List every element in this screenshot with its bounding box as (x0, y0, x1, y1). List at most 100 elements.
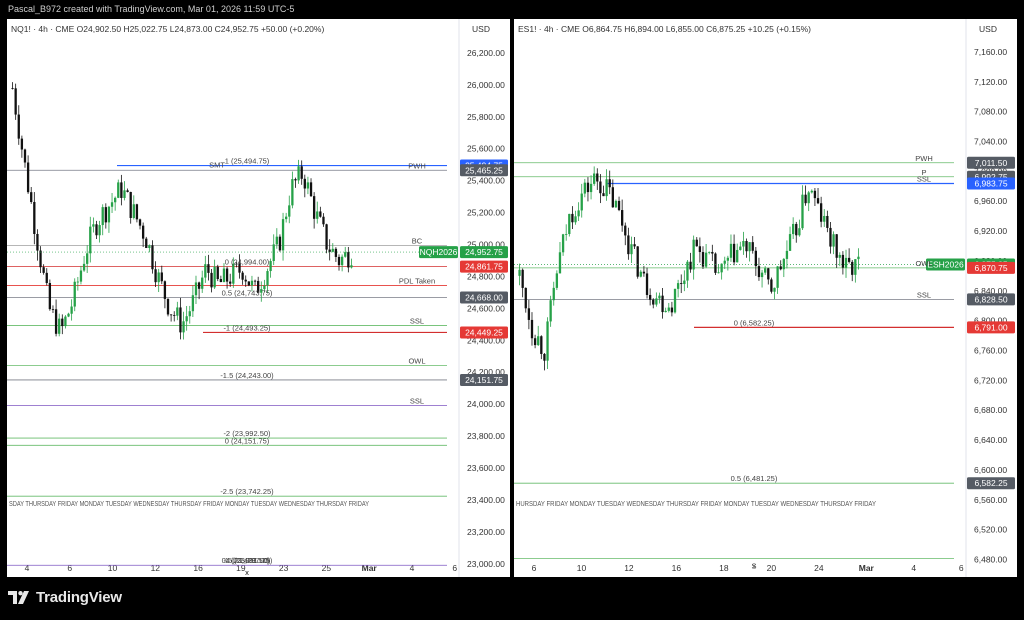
y-tick-label: 7,040.00 (974, 137, 1007, 147)
candle-body (235, 263, 238, 265)
candle-body (247, 281, 250, 286)
candle-body (92, 224, 95, 227)
candle-body (745, 240, 748, 252)
x-tick-label: 24 (814, 563, 824, 573)
candle-body (670, 307, 674, 313)
candle-body (521, 269, 524, 288)
candle-body (823, 215, 826, 222)
price-tag-label: 6,828.50 (974, 294, 1007, 304)
candle-body (269, 260, 272, 272)
candle-body (645, 273, 649, 295)
attribution-header: Pascal_B972 created with TradingView.com… (8, 4, 295, 14)
y-tick-label: 6,760.00 (974, 346, 1007, 356)
candle-body (593, 173, 596, 184)
candle-body (748, 242, 751, 252)
x-tick-label: 12 (151, 563, 161, 573)
candle-body (238, 263, 241, 273)
chart-panel-nq[interactable]: NQ1! · 4h · CME O24,902.50 H25,022.75 L2… (7, 19, 510, 577)
candle-body (788, 234, 792, 251)
candle-body (798, 228, 801, 236)
candle-body (241, 272, 244, 280)
annotation-label: OWL (915, 259, 932, 268)
candle-body (45, 272, 48, 283)
candle-body (704, 252, 708, 267)
candle-body (207, 264, 210, 273)
price-tag-label: 24,668.00 (465, 293, 503, 303)
y-tick-label: 7,160.00 (974, 47, 1007, 57)
candle-body (552, 287, 555, 301)
candle-body (135, 204, 139, 220)
x-tick-label: 18 (719, 563, 729, 573)
y-tick-label: 23,400.00 (467, 495, 505, 505)
x-tick-label: 10 (108, 563, 118, 573)
currency-label: USD (472, 24, 490, 34)
candle-body (76, 281, 79, 283)
candle-body (835, 234, 838, 258)
candle-body (813, 190, 817, 199)
candle-body (605, 179, 608, 197)
candle-body (549, 300, 552, 322)
candle-body (810, 190, 813, 193)
candle-body (61, 318, 64, 327)
chart-canvas-es[interactable]: 7,160.007,120.007,080.007,040.007,000.00… (514, 19, 1017, 577)
candle-body (350, 265, 353, 268)
y-tick-label: 6,560.00 (974, 495, 1007, 505)
candle-body (630, 244, 633, 255)
price-tag (967, 477, 1015, 490)
y-tick-label: 25,200.00 (467, 208, 505, 218)
annotation-label: 1 (25,494.75) (225, 157, 270, 166)
price-tag (967, 156, 1015, 169)
candle-body (524, 287, 527, 309)
price-tag-label: 24,952.75 (465, 247, 503, 257)
candle-body (89, 226, 92, 254)
candle-body (792, 223, 795, 235)
annotation-label: BC (412, 236, 423, 245)
candle-body (673, 288, 677, 313)
annotation-label: -4 (22,991.00) (223, 556, 271, 565)
candle-body (331, 248, 334, 252)
y-tick-label: 6,920.00 (974, 226, 1007, 236)
candle-body (67, 313, 70, 317)
candle-body (832, 234, 835, 247)
candle-body (141, 225, 145, 239)
y-tick-label: 6,960.00 (974, 196, 1007, 206)
price-tag-label: 6,582.25 (974, 478, 1007, 488)
candle-body (555, 273, 559, 288)
candle-body (804, 194, 807, 204)
y-tick-label: 25,400.00 (467, 176, 505, 186)
candle-body (322, 216, 325, 225)
candle-body (151, 245, 154, 270)
candle-body (213, 266, 216, 288)
price-tag (926, 258, 965, 271)
candle-body (767, 268, 770, 280)
candle-body (732, 243, 736, 263)
annotation-label: S (751, 562, 756, 571)
candle-body (26, 162, 30, 193)
candle-body (701, 252, 705, 267)
x-tick-label: 4 (410, 563, 415, 573)
candle-body (857, 256, 860, 260)
y-tick-label: 6,840.00 (974, 286, 1007, 296)
candle-body (533, 338, 537, 346)
candle-body (23, 149, 27, 163)
candle-body (723, 260, 726, 264)
candle-body (711, 251, 714, 254)
candle-body (801, 194, 804, 229)
candle-body (546, 321, 549, 361)
candle-body (169, 314, 173, 316)
candle-body (785, 250, 789, 259)
chart-panel-es[interactable]: ES1! · 4h · CME O6,864.75 H6,894.00 L6,8… (514, 19, 1017, 577)
chart-canvas-nq[interactable]: 26,200.00 26,000.00 25,800.00 25,600.00 25,4… (7, 19, 510, 577)
candle-body (79, 270, 83, 282)
candle-body (117, 182, 120, 198)
price-tag (967, 293, 1015, 306)
candle-body (145, 238, 148, 249)
tradingview-logo-icon (8, 591, 29, 604)
candle-body (204, 264, 207, 278)
y-tick-label: 23,000.00 (467, 559, 505, 569)
x-tick-label: 25 (322, 563, 332, 573)
y-tick-label: 24,800.00 (467, 271, 505, 281)
candle-body (30, 192, 33, 202)
y-tick-label: 24,200.00 (467, 367, 505, 377)
candle-body (54, 309, 58, 334)
